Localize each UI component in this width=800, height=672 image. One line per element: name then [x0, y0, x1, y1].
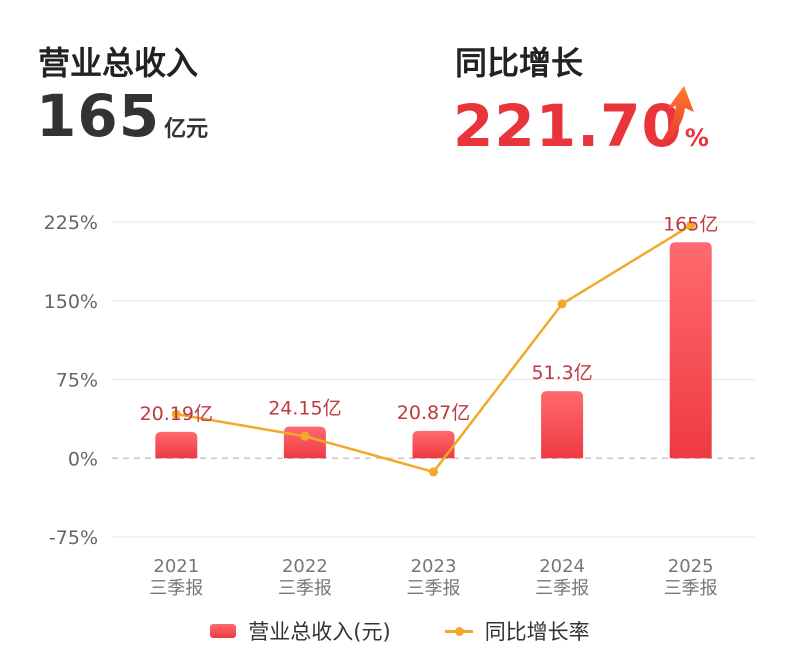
revenue-bar[interactable] — [412, 430, 455, 459]
growth-label: 同比增长 — [455, 44, 584, 82]
y-tick-label: 150% — [44, 291, 98, 313]
revenue-bar[interactable] — [669, 242, 712, 459]
data-labels: 20.19亿 24.15亿 20.87亿 51.3亿 165亿 — [140, 213, 719, 425]
bar-data-label: 51.3亿 — [531, 362, 592, 384]
growth-point[interactable] — [300, 431, 310, 441]
growth-point[interactable] — [171, 409, 181, 419]
grid-lines — [112, 221, 755, 538]
trend-up-arrow-icon — [658, 86, 694, 146]
legend-item-growth[interactable]: 同比增长率 — [444, 616, 590, 646]
chart-legend: 营业总收入(元) 同比增长率 — [0, 616, 800, 646]
x-tick-label: 2023 三季报 — [407, 556, 461, 599]
y-tick-label: -75% — [49, 527, 98, 549]
growth-unit: % — [684, 124, 709, 152]
growth-point[interactable] — [686, 220, 696, 230]
bar-data-label: 165亿 — [663, 213, 718, 235]
x-axis-labels: 2021 三季报 2022 三季报 2023 三季报 2024 三季报 2025 三季报 — [149, 556, 717, 599]
growth-point[interactable] — [429, 467, 438, 477]
y-tick-label: 225% — [44, 212, 98, 234]
y-axis-ticks: 225% 150% 75% 0% -75% — [44, 212, 98, 549]
legend-item-revenue[interactable]: 营业总收入(元) — [210, 616, 391, 646]
revenue-bar[interactable] — [541, 391, 584, 459]
legend-label-revenue: 营业总收入(元) — [248, 620, 391, 644]
revenue-bar[interactable] — [283, 426, 326, 459]
revenue-number: 165 — [36, 82, 161, 150]
x-tick-label: 2021 三季报 — [149, 556, 203, 599]
y-tick-label: 75% — [56, 370, 98, 392]
bar-data-label: 20.19亿 — [140, 403, 213, 425]
growth-value: 221.70% — [453, 92, 709, 160]
y-tick-label: 0% — [68, 448, 98, 470]
combo-chart: 20.19亿 24.15亿 20.87亿 51.3亿 165亿 225% 150% 75% 0… — [44, 212, 755, 599]
bar-series — [155, 242, 712, 459]
bar-data-label: 20.87亿 — [397, 402, 470, 424]
x-tick-label: 2024 三季报 — [535, 556, 589, 599]
legend-label-growth: 同比增长率 — [484, 620, 590, 644]
x-tick-label: 2025 三季报 — [664, 556, 718, 599]
legend-line-swatch — [444, 626, 473, 636]
revenue-unit: 亿元 — [164, 117, 209, 142]
growth-line-series — [171, 220, 696, 477]
growth-point[interactable] — [557, 299, 567, 309]
bar-data-label: 24.15亿 — [268, 398, 341, 420]
x-tick-label: 2022 三季报 — [278, 556, 332, 599]
revenue-value: 165 亿元 — [36, 82, 208, 150]
revenue-label: 营业总收入 — [38, 44, 199, 82]
legend-bar-swatch — [210, 624, 237, 638]
revenue-bar[interactable] — [155, 431, 198, 459]
growth-number: 221.70 — [453, 92, 683, 160]
